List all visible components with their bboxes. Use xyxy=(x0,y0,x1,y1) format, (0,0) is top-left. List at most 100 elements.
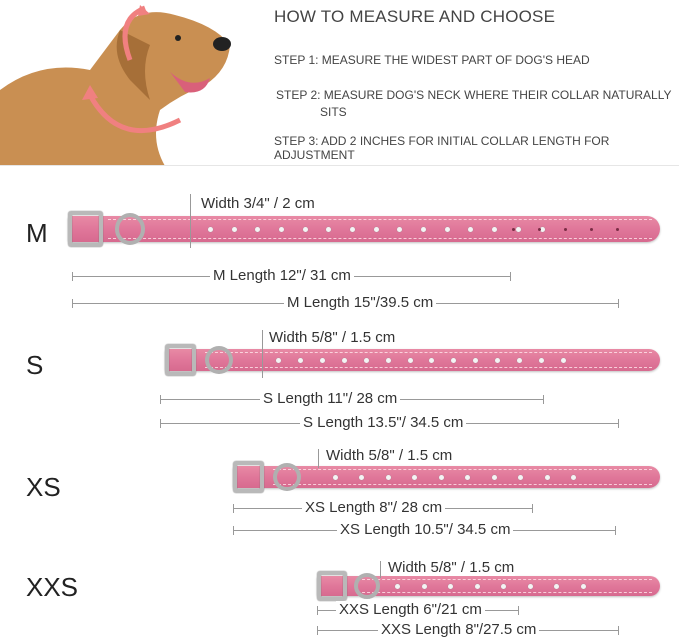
rhinestone xyxy=(363,357,369,363)
size-label: M xyxy=(26,218,48,248)
adjust-hole xyxy=(512,227,515,231)
rhinestone xyxy=(438,474,444,480)
rhinestone xyxy=(319,357,325,363)
collar-strap xyxy=(233,466,660,488)
length-label: S Length 13.5"/ 34.5 cm xyxy=(300,414,467,431)
width-marker xyxy=(380,561,381,578)
rhinestone xyxy=(395,583,400,589)
size-label: S xyxy=(26,350,44,380)
rhinestone xyxy=(554,583,560,589)
rhinestone xyxy=(385,474,391,480)
rhinestone xyxy=(333,474,338,480)
width-marker xyxy=(190,194,191,248)
step-3: STEP 3: ADD 2 INCHES FOR INITIAL COLLAR … xyxy=(274,134,610,162)
rhinestone xyxy=(515,226,521,232)
length-label: XS Length 8"/ 28 cm xyxy=(302,499,446,516)
adjust-hole xyxy=(538,227,541,231)
d-ring-icon xyxy=(273,463,301,491)
rhinestone xyxy=(407,357,413,363)
adjust-hole xyxy=(616,227,619,231)
length-label: M Length 15"/39.5 cm xyxy=(284,294,437,311)
buckle-icon xyxy=(317,571,347,601)
collar-strap xyxy=(165,349,660,371)
page-title: HOW TO MEASURE AND CHOOSE xyxy=(274,7,556,26)
rhinestone xyxy=(560,357,566,363)
rhinestone xyxy=(474,583,480,589)
length-label: S Length 11"/ 28 cm xyxy=(260,390,401,407)
step-2-cont: SITS xyxy=(320,105,347,119)
d-ring-icon xyxy=(114,213,145,245)
rhinestone xyxy=(276,357,281,363)
rhinestone xyxy=(359,474,365,480)
divider xyxy=(0,165,679,166)
rhinestone xyxy=(448,583,454,589)
d-ring-icon xyxy=(205,346,233,374)
length-label: M Length 12"/ 31 cm xyxy=(210,267,354,284)
rhinestone xyxy=(517,357,523,363)
rhinestone xyxy=(581,583,587,589)
step-2: STEP 2: MEASURE DOG'S NECK WHERE THEIR C… xyxy=(276,88,672,102)
length-tick xyxy=(160,419,161,428)
collar-strap xyxy=(68,216,660,242)
dog-photo xyxy=(0,0,265,166)
rhinestone xyxy=(444,226,450,232)
width-marker xyxy=(318,449,319,468)
rhinestone xyxy=(297,357,303,363)
length-label: XXS Length 8"/27.5 cm xyxy=(378,621,540,638)
rhinestone xyxy=(421,583,427,589)
length-tick xyxy=(160,395,161,404)
length-tick xyxy=(543,395,544,404)
rhinestone xyxy=(492,226,498,232)
collar-strap xyxy=(317,576,660,596)
size-label: XS xyxy=(26,472,61,502)
rhinestone xyxy=(429,357,435,363)
rhinestone xyxy=(491,474,497,480)
buckle-icon xyxy=(233,461,265,493)
rhinestone xyxy=(451,357,457,363)
width-label: Width 5/8" / 1.5 cm xyxy=(387,559,516,576)
rhinestone xyxy=(231,226,237,232)
rhinestone xyxy=(412,474,418,480)
length-tick xyxy=(510,272,511,281)
rhinestone xyxy=(465,474,471,480)
rhinestone xyxy=(539,226,545,232)
length-tick xyxy=(72,272,73,281)
rhinestone xyxy=(302,226,308,232)
adjust-hole xyxy=(564,227,567,231)
length-tick xyxy=(618,299,619,308)
length-tick xyxy=(233,504,234,513)
length-tick xyxy=(615,526,616,535)
step-1: STEP 1: MEASURE THE WIDEST PART OF DOG'S… xyxy=(274,53,590,67)
rhinestone xyxy=(495,357,501,363)
rhinestone xyxy=(208,226,213,232)
rhinestone xyxy=(373,226,379,232)
rhinestone xyxy=(326,226,332,232)
rhinestone xyxy=(255,226,261,232)
width-label: Width 5/8" / 1.5 cm xyxy=(268,329,397,346)
rhinestone xyxy=(527,583,533,589)
rhinestone xyxy=(397,226,403,232)
rhinestone xyxy=(279,226,285,232)
length-tick xyxy=(233,526,234,535)
length-tick xyxy=(532,504,533,513)
rhinestone xyxy=(468,226,474,232)
rhinestone xyxy=(350,226,356,232)
buckle-icon xyxy=(165,344,197,376)
rhinestone xyxy=(341,357,347,363)
rhinestone xyxy=(571,474,577,480)
rhinestone xyxy=(473,357,479,363)
size-label: XXS xyxy=(26,572,79,602)
length-tick xyxy=(618,626,619,635)
d-ring-icon xyxy=(354,573,381,599)
length-tick xyxy=(317,606,318,615)
buckle-icon xyxy=(68,211,103,247)
length-tick xyxy=(72,299,73,308)
length-label: XXS Length 6"/21 cm xyxy=(336,601,485,618)
rhinestone xyxy=(518,474,524,480)
rhinestone xyxy=(501,583,507,589)
rhinestone xyxy=(539,357,545,363)
length-tick xyxy=(618,419,619,428)
length-label: XS Length 10.5"/ 34.5 cm xyxy=(337,521,514,538)
length-tick xyxy=(518,606,519,615)
